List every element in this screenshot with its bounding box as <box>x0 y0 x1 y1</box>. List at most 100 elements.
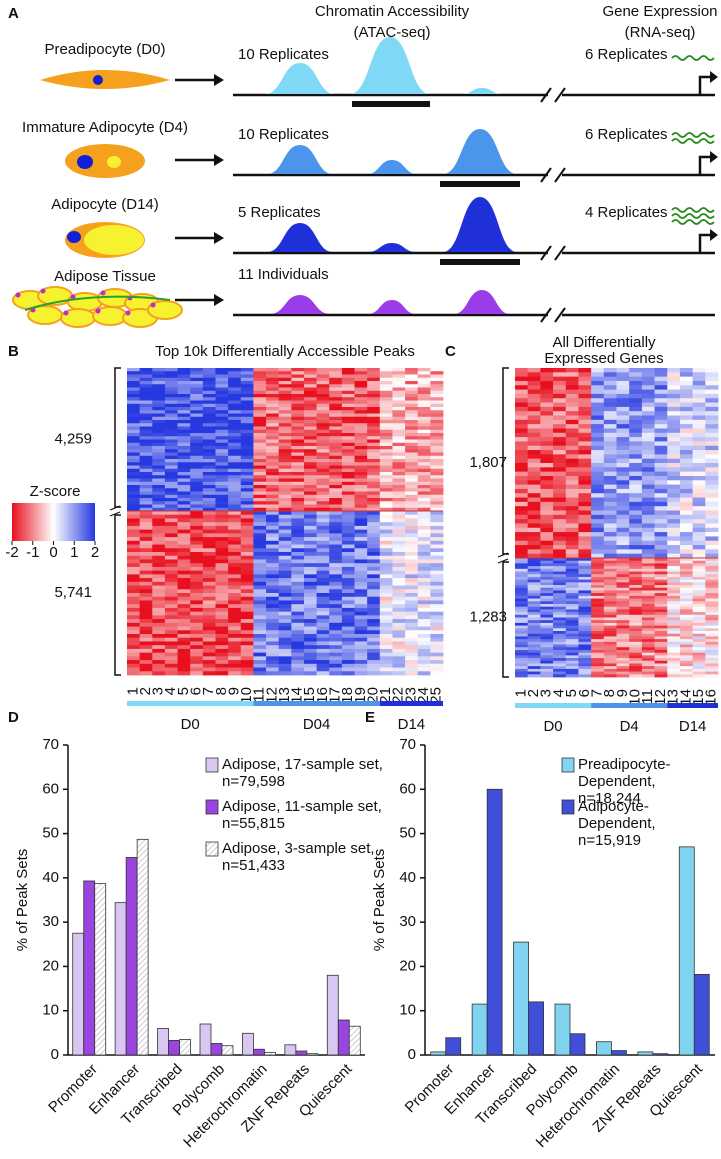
heatmap-cell <box>342 578 355 582</box>
heatmap-cell <box>655 511 668 516</box>
heatmap-cell <box>515 601 528 604</box>
heatmap-cell <box>190 645 203 649</box>
heatmap-cell <box>152 627 165 631</box>
heatmap-cell <box>355 475 368 479</box>
heatmap-cell <box>367 563 380 567</box>
heatmap-cell <box>604 493 617 498</box>
heatmap-cell <box>329 668 342 672</box>
heatmap-cell <box>329 436 342 440</box>
heatmap-cell <box>279 627 292 631</box>
heatmap-cell <box>629 590 642 593</box>
heatmap-cell <box>165 436 178 440</box>
heatmap-cell <box>152 397 165 401</box>
heatmap-cell <box>253 615 266 619</box>
heatmap-cell <box>279 427 292 431</box>
heatmap-cell <box>152 501 165 505</box>
heatmap-cell <box>215 541 228 545</box>
heatmap-cell <box>253 582 266 586</box>
heatmap-cell <box>392 456 405 460</box>
heatmap-cell <box>367 578 380 582</box>
heatmap-cell <box>329 511 342 515</box>
heatmap-cell <box>317 559 330 563</box>
heatmap-cell <box>152 653 165 657</box>
heatmap-cell <box>667 541 680 546</box>
heatmap-cell <box>127 482 140 486</box>
heatmap-cell <box>127 469 140 473</box>
heatmap-cell <box>342 368 355 372</box>
heatmap-cell <box>680 480 693 485</box>
heatmap-cell <box>367 453 380 457</box>
heatmap-cell <box>140 488 153 492</box>
heatmap-cell <box>405 466 418 470</box>
heatmap-cell <box>655 618 668 621</box>
heatmap-cell <box>253 653 266 657</box>
heatmap-cell <box>178 492 191 496</box>
heatmap-cell <box>705 480 718 485</box>
heatmap-cell <box>190 368 203 372</box>
heatmap-cell <box>553 437 566 442</box>
heatmap-cell <box>604 569 617 572</box>
heatmap-cell <box>642 612 655 615</box>
heatmap-cell <box>693 493 706 498</box>
heatmap-cell <box>140 612 153 616</box>
heatmap-cell <box>241 436 254 440</box>
heatmap-cell <box>392 436 405 440</box>
heatmap-cell <box>705 493 718 498</box>
heatmap-cell <box>578 394 591 399</box>
heatmap-cell <box>367 653 380 657</box>
heatmap-cell <box>140 604 153 608</box>
heatmap-cell <box>367 482 380 486</box>
heatmap-cell <box>190 559 203 563</box>
heatmap-cell <box>190 522 203 526</box>
heatmap-cell <box>228 656 241 660</box>
heatmap-cell <box>266 440 279 444</box>
heatmap-cell <box>642 590 655 593</box>
heatmap-cell <box>430 619 443 623</box>
heatmap-cell <box>228 511 241 515</box>
heatmap-cell <box>392 397 405 401</box>
heatmap-cell <box>655 523 668 528</box>
heatmap-cell <box>655 599 668 602</box>
heatmap-cell <box>190 589 203 593</box>
heatmap-cell <box>578 674 591 677</box>
heatmap-cell <box>430 612 443 616</box>
heatmap-cell <box>642 596 655 599</box>
heatmap-cell <box>405 505 418 509</box>
heatmap-cell <box>279 466 292 470</box>
heatmap-cell <box>629 549 642 554</box>
heatmap-cell <box>165 449 178 453</box>
heatmap-cell <box>241 407 254 411</box>
heatmap-cell <box>515 394 528 399</box>
nucleus <box>67 231 81 243</box>
heatmap-cell <box>705 626 718 629</box>
heatmap-cell <box>140 375 153 379</box>
heatmap-cell <box>705 634 718 637</box>
heatmap-cell <box>418 559 431 563</box>
heatmap-cell <box>355 604 368 608</box>
heatmap-cell <box>203 649 216 653</box>
heatmap-cell <box>228 462 241 466</box>
heatmap-cell <box>617 536 630 541</box>
heatmap-cell <box>566 634 579 637</box>
heatmap-cell <box>553 634 566 637</box>
heatmap-cell <box>215 571 228 575</box>
heatmap-cell <box>367 501 380 505</box>
bar <box>211 1043 222 1055</box>
heatmap-cell <box>190 615 203 619</box>
heatmap-cell <box>152 668 165 672</box>
heatmap-cell <box>228 492 241 496</box>
heatmap-cell <box>515 476 528 481</box>
heatmap-cell <box>617 511 630 516</box>
heatmap-cell <box>392 466 405 470</box>
heatmap-cell <box>528 658 541 661</box>
heatmap-cell <box>528 390 541 395</box>
heatmap-cell <box>165 660 178 664</box>
heatmap-cell <box>705 593 718 596</box>
heatmap-cell <box>591 502 604 507</box>
heatmap-cell <box>405 375 418 379</box>
heatmap-cell <box>418 612 431 616</box>
heatmap-cell <box>705 450 718 455</box>
heatmap-cell <box>667 472 680 477</box>
heatmap-cell <box>680 394 693 399</box>
heatmap-cell <box>342 433 355 437</box>
